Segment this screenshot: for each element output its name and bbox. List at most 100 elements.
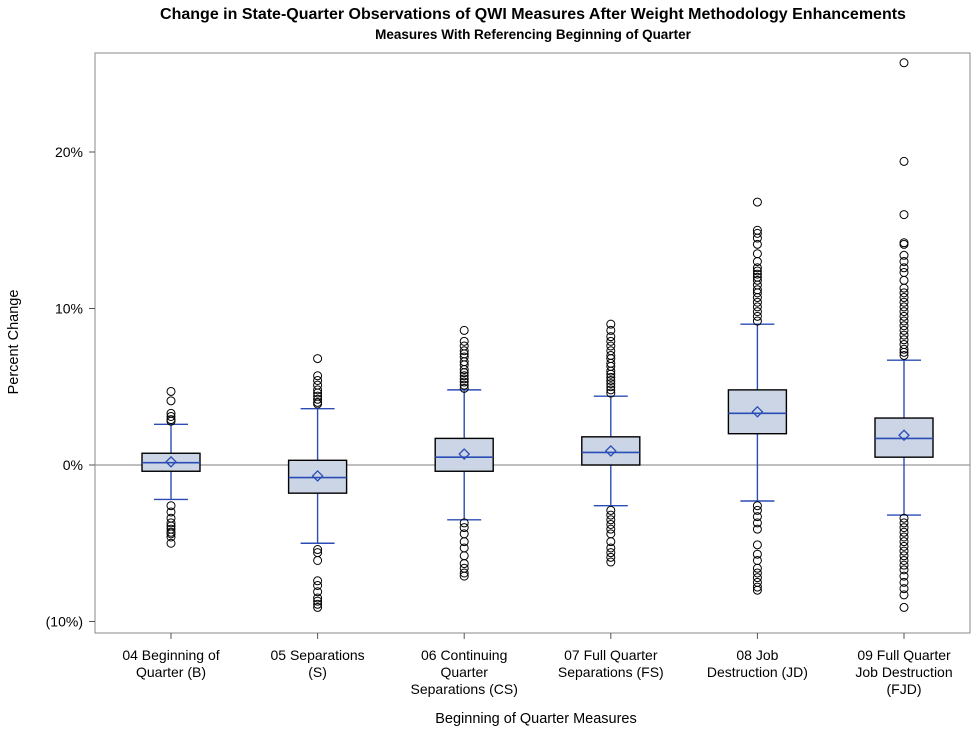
iqr-box: [434, 437, 494, 472]
outlier-point: [899, 316, 909, 326]
outlier-point: [752, 307, 762, 317]
x-tick-label: Separations (FS): [558, 664, 664, 680]
outlier-point: [606, 372, 616, 382]
outlier-point: [459, 543, 469, 553]
outlier-point: [899, 527, 909, 537]
outlier-point: [606, 510, 616, 520]
outlier-point: [313, 593, 323, 603]
mean-marker: [604, 444, 617, 457]
outlier-point: [752, 311, 762, 321]
outlier-point: [899, 335, 909, 345]
outlier-point: [459, 568, 469, 578]
outlier-point: [752, 518, 762, 528]
outlier-point: [899, 156, 909, 166]
outlier-point: [752, 239, 762, 249]
plot-frame: [94, 52, 971, 634]
outlier-point: [752, 585, 762, 595]
outlier-point: [313, 587, 323, 597]
x-tick-label: 04 Beginning of: [122, 647, 219, 663]
outlier-point: [752, 302, 762, 312]
mean-marker: [898, 429, 910, 442]
y-tick-label: (10%): [46, 614, 83, 630]
outlier-point: [752, 577, 762, 587]
outlier-point: [752, 293, 762, 303]
outlier-point: [313, 385, 323, 395]
outlier-point: [606, 385, 616, 395]
x-tick-label: (FJD): [887, 681, 922, 697]
outlier-point: [752, 249, 762, 259]
outlier-point: [459, 563, 469, 573]
outlier-point: [606, 375, 616, 385]
outlier-point: [899, 551, 909, 561]
outlier-point: [606, 379, 616, 389]
y-tick-label: 10%: [55, 301, 83, 317]
outlier-point: [166, 538, 176, 548]
x-tick-label: 09 Full Quarter: [857, 647, 951, 663]
mean-marker: [165, 455, 177, 468]
outlier-point: [899, 560, 909, 570]
outlier-point: [459, 571, 469, 581]
outlier-point: [459, 523, 469, 533]
outlier-point: [899, 268, 909, 278]
outlier-point: [606, 388, 616, 398]
outlier-point: [752, 266, 762, 276]
x-tick-label: 05 Separations: [271, 647, 365, 663]
outlier-point: [899, 523, 909, 533]
outlier-point: [313, 602, 323, 612]
outlier-point: [459, 380, 469, 390]
outlier-point: [606, 548, 616, 558]
box-group: [141, 386, 201, 548]
outlier-point: [606, 557, 616, 567]
outlier-point: [899, 537, 909, 547]
outlier-point: [606, 519, 616, 529]
outlier-point: [752, 512, 762, 522]
outlier-point: [166, 411, 176, 421]
outlier-point: [899, 321, 909, 331]
outlier-point: [606, 369, 616, 379]
outlier-point: [899, 239, 909, 249]
mean-marker: [311, 470, 324, 482]
outlier-point: [899, 325, 909, 335]
outlier-point: [899, 602, 909, 612]
outlier-point: [313, 596, 323, 606]
outlier-point: [606, 529, 616, 539]
x-tick-label: Quarter: [440, 664, 488, 680]
outlier-point: [606, 341, 616, 351]
outlier-point: [606, 524, 616, 534]
outlier-point: [899, 513, 909, 523]
outlier-point: [899, 263, 909, 273]
outlier-point: [752, 501, 762, 511]
outlier-point: [899, 210, 909, 220]
outlier-point: [606, 515, 616, 525]
outlier-point: [899, 546, 909, 556]
outlier-point: [752, 563, 762, 573]
outlier-point: [166, 507, 176, 517]
outlier-point: [606, 505, 616, 515]
outlier-point: [752, 505, 762, 515]
outlier-point: [899, 307, 909, 317]
x-axis-label: Beginning of Quarter Measures: [435, 711, 637, 727]
outlier-point: [899, 565, 909, 575]
outlier-point: [899, 293, 909, 303]
iqr-box: [581, 436, 641, 466]
outlier-point: [166, 396, 176, 406]
outlier-point: [899, 577, 909, 587]
outlier-point: [606, 552, 616, 562]
outlier-point: [899, 555, 909, 565]
x-tick-label: Job Destruction: [855, 664, 952, 680]
outlier-point: [606, 332, 616, 342]
outlier-point: [313, 555, 323, 565]
box-group: [581, 319, 641, 567]
chart-subtitle: Measures With Referencing Beginning of Q…: [375, 27, 691, 42]
outlier-point: [899, 288, 909, 298]
outlier-point: [459, 383, 469, 393]
outlier-point: [313, 371, 323, 381]
box-group: [874, 58, 934, 612]
outlier-point: [459, 365, 469, 375]
outlier-point: [752, 197, 762, 207]
outlier-point: [752, 275, 762, 285]
outlier-point: [166, 532, 176, 542]
x-tick-label: 07 Full Quarter: [564, 647, 658, 663]
outlier-point: [459, 374, 469, 384]
